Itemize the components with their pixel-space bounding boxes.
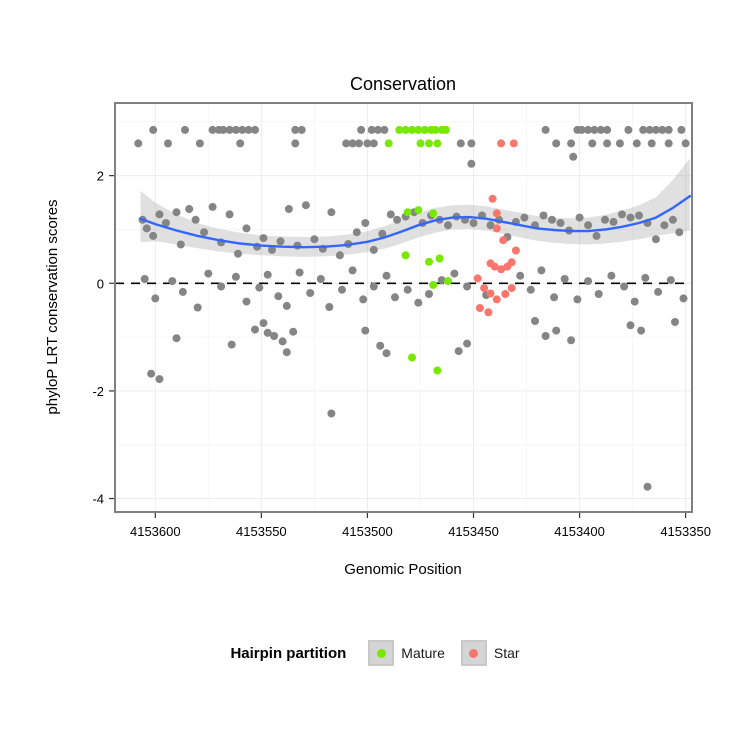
panel-background xyxy=(115,103,692,512)
y-tick-label: 0 xyxy=(97,276,104,291)
y-axis-title: phyloP LRT conservation scores xyxy=(44,199,61,414)
y-tick-label: -4 xyxy=(92,492,104,507)
points-mature xyxy=(384,125,452,375)
legend-label-star: Star xyxy=(493,645,520,661)
legend-item-star: Star xyxy=(460,640,520,666)
plot-title: Conservation xyxy=(350,74,456,94)
grid-major xyxy=(115,103,692,512)
legend-label-mature: Mature xyxy=(401,645,445,661)
y-tick-label: -2 xyxy=(92,384,104,399)
x-tick-label: 4153350 xyxy=(660,524,711,539)
star-point-icon xyxy=(469,648,479,658)
legend-key-mature xyxy=(368,640,395,666)
x-tick-label: 4153600 xyxy=(130,524,181,539)
legend-key-star xyxy=(460,640,487,666)
x-tick-label: 4153500 xyxy=(342,524,393,539)
confidence-ribbon xyxy=(140,158,690,257)
x-tick-label: 4153450 xyxy=(448,524,499,539)
x-axis-title: Genomic Position xyxy=(344,561,462,578)
plot-panel: 4153600 4153550 4153500 4153450 4153400 41533… xyxy=(92,102,711,539)
panel-border xyxy=(114,102,693,513)
x-axis: 4153600 4153550 4153500 4153450 4153400 41533… xyxy=(130,513,711,539)
x-tick-label: 4153400 xyxy=(554,524,605,539)
legend-title: Hairpin partition xyxy=(230,644,347,662)
legend-item-mature: Mature xyxy=(368,640,445,666)
smooth-line xyxy=(139,194,692,249)
mature-point-icon xyxy=(376,648,386,658)
x-tick-label: 4153550 xyxy=(236,524,287,539)
points-star xyxy=(473,139,520,317)
legend: Hairpin partition Mature Star xyxy=(0,640,750,666)
y-axis: 2 0 -2 -4 xyxy=(92,169,114,507)
y-tick-label: 2 xyxy=(97,169,104,184)
